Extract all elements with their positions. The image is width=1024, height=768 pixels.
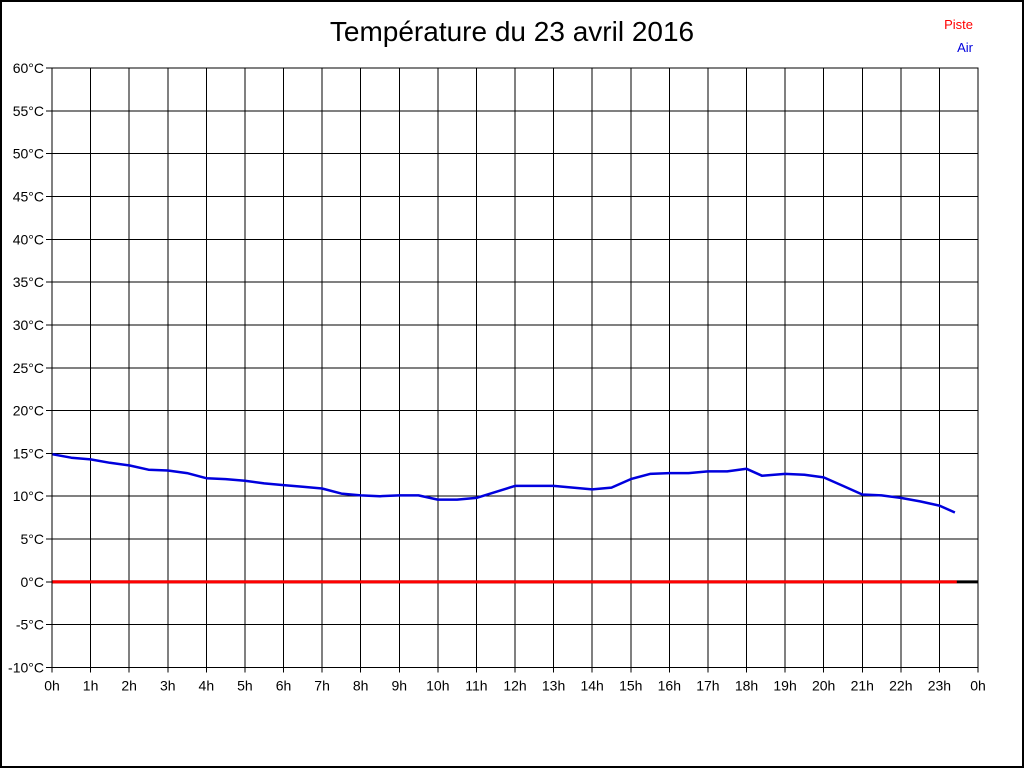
axis-ticks: [46, 67, 979, 673]
y-tick-label: 30°C: [13, 317, 44, 333]
x-tick-label: 20h: [812, 678, 835, 694]
x-tick-label: 4h: [199, 678, 215, 694]
legend: Piste Air: [944, 13, 973, 59]
chart-title: Température du 23 avril 2016: [329, 16, 695, 47]
x-tick-label: 0h: [44, 678, 60, 694]
y-tick-label: 50°C: [13, 146, 44, 162]
x-tick-label: 17h: [696, 678, 719, 694]
grid: [51, 67, 979, 668]
legend-piste-label: Piste: [944, 17, 973, 32]
y-tick-label: 55°C: [13, 103, 44, 119]
y-tick-label: 35°C: [13, 274, 44, 290]
x-tick-label: 7h: [314, 678, 330, 694]
y-tick-label: 40°C: [13, 231, 44, 247]
plot-border: [51, 67, 979, 668]
x-tick-label: 0h: [970, 678, 986, 694]
y-tick-label: 25°C: [13, 360, 44, 376]
y-tick-label: -10°C: [8, 660, 44, 676]
x-tick-label: 11h: [465, 678, 487, 694]
legend-air-label: Air: [957, 40, 973, 55]
x-tick-label: 22h: [889, 678, 912, 694]
x-tick-label: 1h: [83, 678, 99, 694]
x-tick-label: 14h: [580, 678, 603, 694]
y-tick-label: -5°C: [16, 617, 44, 633]
series-lines: [51, 452, 978, 584]
y-tick-label: 60°C: [13, 60, 44, 76]
y-tick-label: 10°C: [13, 488, 44, 504]
x-tick-label: 15h: [619, 678, 642, 694]
x-axis-tick-labels: 0h 1h 2h 3h 4h 5h 6h 7h 8h 9h 10h 11h 12h 13h 14h 15h 16…: [44, 678, 986, 694]
x-tick-label: 21h: [851, 678, 874, 694]
y-axis-tick-labels: 60°C 55°C 50°C 45°C 40°C 35°C 30°C 25°C 20°C 15°C…: [8, 60, 44, 676]
x-tick-label: 5h: [237, 678, 253, 694]
x-tick-label: 8h: [353, 678, 369, 694]
y-tick-label: 45°C: [13, 188, 44, 204]
x-tick-label: 2h: [121, 678, 137, 694]
y-tick-label: 5°C: [21, 531, 45, 547]
x-tick-label: 9h: [391, 678, 407, 694]
x-tick-label: 23h: [928, 678, 951, 694]
x-tick-label: 18h: [735, 678, 758, 694]
y-tick-label: 20°C: [13, 403, 44, 419]
air-line: [51, 452, 956, 514]
x-tick-label: 3h: [160, 678, 176, 694]
x-tick-label: 19h: [773, 678, 796, 694]
x-tick-label: 13h: [542, 678, 565, 694]
x-tick-label: 16h: [658, 678, 681, 694]
y-tick-label: 15°C: [13, 445, 44, 461]
y-tick-label: 0°C: [21, 574, 45, 590]
x-tick-label: 10h: [426, 678, 449, 694]
x-tick-label: 6h: [276, 678, 292, 694]
x-tick-label: 12h: [503, 678, 526, 694]
